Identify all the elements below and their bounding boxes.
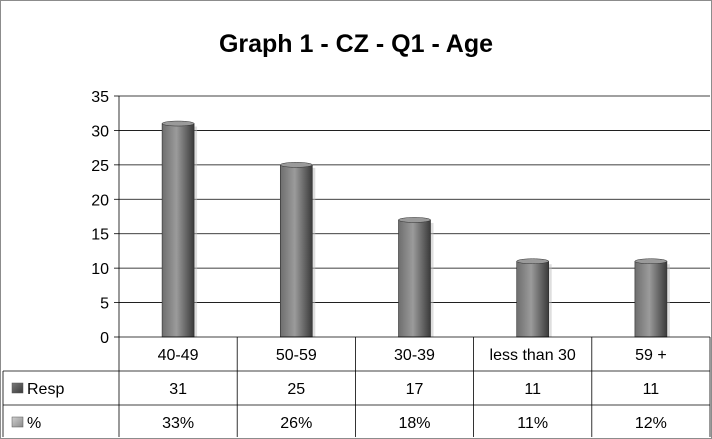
row-label: Resp [27,381,64,398]
data-label: 33% [162,415,194,432]
x-category-label: less than 30 [490,347,576,364]
y-tick-label: 0 [100,330,109,347]
bars [161,120,670,338]
y-tick-label: 25 [91,158,109,175]
bar [516,258,552,338]
data-label: 11 [643,381,660,398]
x-category-label: 40-49 [158,347,199,364]
bar-body [516,260,550,338]
x-category-label: 30-39 [394,347,435,364]
data-label: 18% [398,415,430,432]
data-label: 11% [517,415,548,432]
y-tick-label: 15 [91,227,109,244]
x-category-label: 50-59 [276,347,317,364]
bar-top [161,120,195,127]
data-label: 25 [287,381,305,398]
data-label: 26% [280,415,312,432]
bar-top [634,258,668,265]
bar [161,120,198,338]
data-label: 12% [635,415,667,432]
row-label: % [27,415,41,432]
y-tick-label: 10 [91,261,109,278]
data-label: 17 [406,381,424,398]
x-category-label: 59 + [635,347,667,364]
y-tick-label: 30 [91,123,109,140]
legend-key [11,416,24,428]
data-label: 11 [524,381,541,398]
data-label: 31 [169,381,187,398]
y-tick-label: 20 [91,192,109,209]
bar-top [280,162,313,168]
bar-body [161,123,195,338]
bar-top [516,258,549,265]
y-tick-label: 5 [100,296,109,313]
bar [634,258,670,338]
y-axis: 0 5 10 15 20 25 30 35 [91,89,120,347]
bar-body [398,219,431,338]
y-tick-label: 35 [91,89,109,106]
legend-key [11,382,24,394]
bar [279,162,316,338]
chart-title: Graph 1 - CZ - Q1 - Age [218,30,494,58]
bar [398,217,434,338]
bar-body [279,164,313,338]
bar-body [634,260,668,338]
data-table: 40-49 50-59 30-39 less than 30 59 + Resp 31 25 1… [2,336,711,437]
bar-top [398,217,431,223]
